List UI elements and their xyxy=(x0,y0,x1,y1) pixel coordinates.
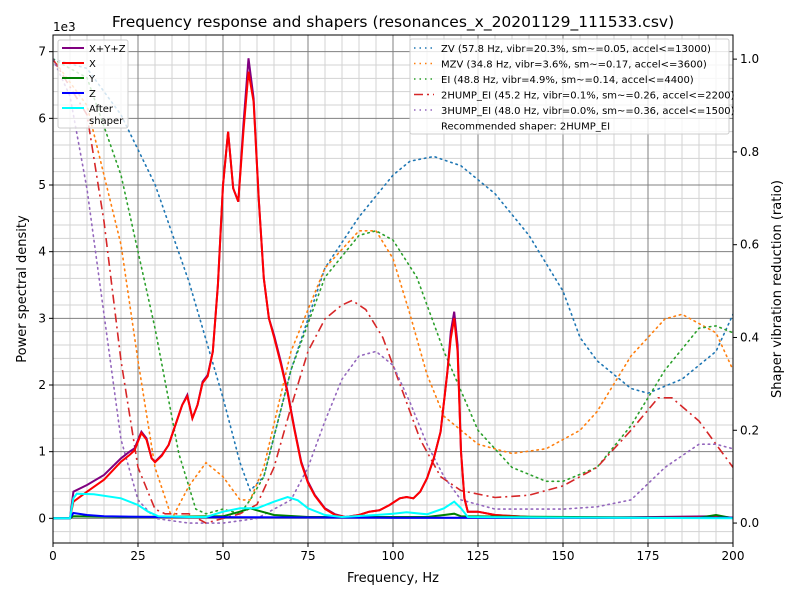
legend-label: 2HUMP_EI (45.2 Hz, vibr=0.1%, sm~=0.26, … xyxy=(441,91,735,102)
y-tick-label: 4 xyxy=(38,245,46,259)
series-line-mzv xyxy=(53,58,733,521)
y-right-tick-label: 0.0 xyxy=(740,516,759,530)
y-axis-label: Power spectral density xyxy=(15,215,30,363)
x-tick-label: 200 xyxy=(722,549,745,563)
legend-label: 3HUMP_EI (48.0 Hz, vibr=0.0%, sm~=0.36, … xyxy=(441,106,735,117)
x-tick-label: 150 xyxy=(552,549,575,563)
x-tick-label: 0 xyxy=(49,549,57,563)
x-tick-label: 50 xyxy=(215,549,230,563)
series-line-after xyxy=(53,492,733,520)
legend-box xyxy=(409,38,730,135)
x-axis-label: Frequency, Hz xyxy=(347,571,439,586)
legend-label: Y xyxy=(88,74,96,85)
x-tick-label: 100 xyxy=(382,549,405,563)
y-offset-label: 1e3 xyxy=(53,20,76,34)
y-right-tick-label: 1.0 xyxy=(740,52,759,66)
y-right-tick-label: 0.6 xyxy=(740,238,759,252)
x-tick-label: 25 xyxy=(130,549,145,563)
grid xyxy=(52,35,734,543)
x-tick-label: 125 xyxy=(467,549,490,563)
series-line-ei xyxy=(53,58,733,515)
y-right-tick-label: 0.8 xyxy=(740,145,759,159)
y-tick-label: 0 xyxy=(38,511,46,525)
y-tick-label: 3 xyxy=(38,311,46,325)
series-line-2hump_ei xyxy=(53,58,733,524)
ticks: 0 25 50 75 100 125 150 175 200 0 1 2 3 4 5 6 7 0.0 0.2 0.4 0… xyxy=(38,45,759,563)
y-tick-label: 6 xyxy=(38,111,46,125)
chart-title: Frequency response and shapers (resonanc… xyxy=(112,13,674,32)
legend-shapers: ZV (57.8 Hz, vibr=20.3%, sm~=0.05, accel… xyxy=(409,38,735,135)
legend-label: MZV (34.8 Hz, vibr=3.6%, sm~=0.17, accel… xyxy=(441,60,707,71)
y-tick-label: 2 xyxy=(38,378,46,392)
y-tick-label: 7 xyxy=(38,45,46,59)
y-tick-label: 5 xyxy=(38,178,46,192)
legend-label: EI (48.8 Hz, vibr=4.9%, sm~=0.14, accel<… xyxy=(441,75,694,86)
recommended-shaper-label: Recommended shaper: 2HUMP_EI xyxy=(441,122,610,133)
legend-label: After xyxy=(89,104,114,115)
legend-label: shaper xyxy=(89,116,124,127)
series-line-zv xyxy=(53,58,733,493)
series-lines xyxy=(53,58,733,524)
y-tick-label: 1 xyxy=(38,445,46,459)
series-line-x xyxy=(53,71,733,520)
x-tick-label: 175 xyxy=(637,549,660,563)
y-right-tick-label: 0.2 xyxy=(740,423,759,437)
legend-label: X+Y+Z xyxy=(89,44,126,55)
y-axis-right-label: Shaper vibration reduction (ratio) xyxy=(770,180,785,398)
y-right-tick-label: 0.4 xyxy=(740,330,759,344)
legend-label: ZV (57.8 Hz, vibr=20.3%, sm~=0.05, accel… xyxy=(441,44,711,55)
series-line-3hump_ei xyxy=(53,58,733,524)
legend-label: Z xyxy=(89,89,96,100)
x-tick-label: 75 xyxy=(300,549,315,563)
legend-label: X xyxy=(89,59,96,70)
